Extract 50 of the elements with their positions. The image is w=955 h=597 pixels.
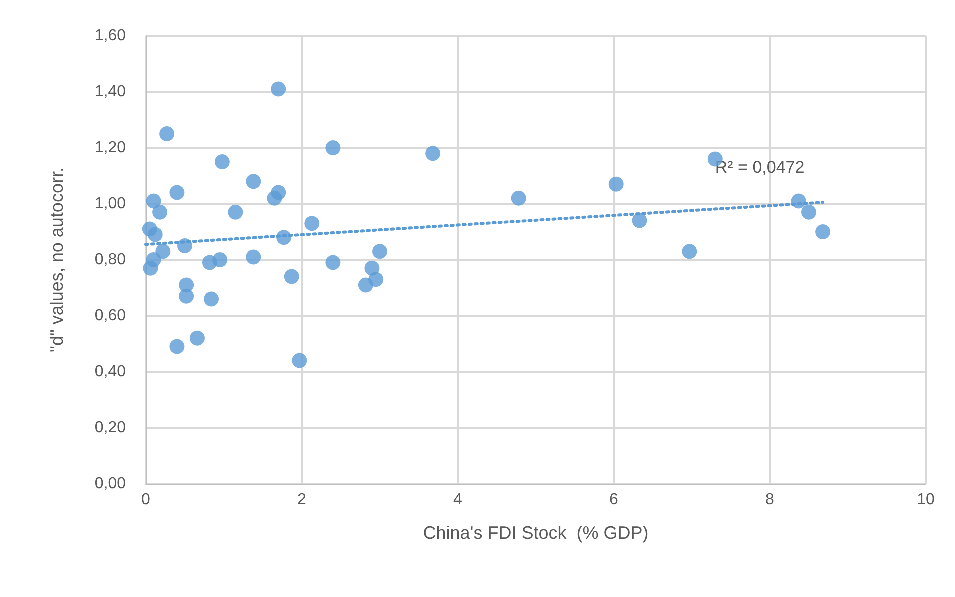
point — [368, 272, 384, 288]
point — [190, 330, 205, 346]
point — [212, 252, 228, 268]
x-tick-label: 2 — [298, 492, 307, 508]
y-tick-label: 1,20 — [94, 140, 126, 156]
point — [292, 353, 308, 368]
x-tick-label: 0 — [142, 492, 151, 508]
point — [228, 204, 244, 220]
point — [246, 250, 262, 265]
y-axis-title: "d" values, no autocorr. — [47, 168, 67, 352]
point — [148, 227, 163, 242]
point — [160, 126, 175, 142]
point — [146, 194, 162, 209]
x-tick-label: 10 — [917, 492, 935, 508]
point — [170, 339, 185, 354]
point — [156, 244, 171, 260]
annotation: R² = 0,0472 — [715, 158, 805, 178]
point — [372, 244, 388, 260]
point — [214, 154, 230, 170]
point — [304, 216, 320, 232]
point — [326, 140, 341, 156]
point — [326, 255, 341, 270]
x-tick-label: 8 — [766, 492, 775, 508]
point — [271, 82, 286, 97]
y-tick-label: 0,60 — [94, 308, 126, 324]
point — [511, 190, 526, 206]
point — [271, 185, 286, 200]
point — [204, 292, 220, 307]
y-tick-label: 0,00 — [94, 476, 126, 492]
point — [152, 204, 168, 220]
point — [426, 146, 441, 162]
point — [246, 174, 262, 190]
point — [179, 288, 194, 304]
y-tick-label: 1,00 — [94, 196, 126, 212]
point — [284, 269, 300, 284]
point — [608, 176, 624, 192]
point — [816, 224, 831, 240]
x-axis-title: China's FDI Stock (% GDP) — [423, 523, 649, 543]
y-tick-label: 0,40 — [94, 364, 126, 380]
y-tick-label: 0,80 — [94, 252, 126, 268]
x-tick-label: 4 — [454, 492, 463, 508]
y-tick-label: 1,40 — [94, 84, 126, 100]
point — [632, 213, 648, 228]
x-tick-label: 6 — [610, 492, 619, 508]
point — [682, 244, 698, 260]
point — [802, 204, 816, 220]
y-tick-label: 0,20 — [94, 420, 126, 436]
point — [170, 185, 185, 200]
point — [146, 252, 162, 268]
y-tick-label: 1,60 — [94, 28, 126, 44]
